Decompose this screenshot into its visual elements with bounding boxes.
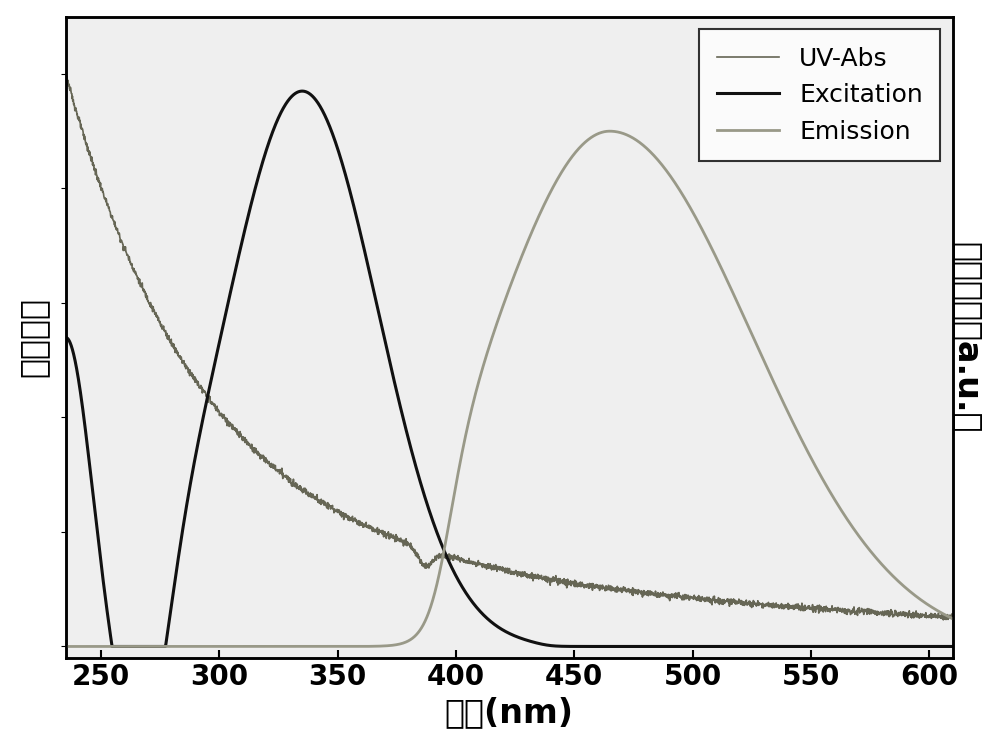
Y-axis label: 荧光强度（a.u.）: 荧光强度（a.u.）	[950, 242, 983, 433]
UV-Abs	[930, 612, 942, 621]
Line: Emission: Emission	[66, 131, 953, 647]
Emission	[400, 638, 412, 647]
Excitation	[947, 642, 959, 651]
Excitation	[834, 642, 846, 651]
Excitation	[60, 333, 72, 342]
Line: Excitation: Excitation	[66, 91, 953, 647]
Emission	[834, 504, 846, 513]
UV-Abs	[400, 534, 412, 543]
UV-Abs	[439, 551, 451, 560]
Excitation	[400, 427, 412, 436]
Emission	[60, 642, 72, 651]
Excitation	[214, 336, 226, 345]
UV-Abs	[161, 331, 173, 340]
Emission	[947, 614, 959, 623]
X-axis label: 波长(nm): 波长(nm)	[445, 696, 574, 730]
Excitation	[439, 548, 451, 557]
UV-Abs	[60, 71, 72, 80]
Line: UV-Abs: UV-Abs	[66, 73, 953, 620]
UV-Abs	[947, 615, 959, 624]
Emission	[930, 605, 942, 614]
UV-Abs	[214, 410, 226, 419]
Excitation	[930, 642, 942, 651]
Emission	[604, 127, 616, 136]
Y-axis label: 吸光强度: 吸光强度	[17, 298, 50, 377]
Emission	[438, 545, 450, 554]
Emission	[161, 642, 173, 651]
UV-Abs	[60, 69, 72, 78]
UV-Abs	[937, 615, 949, 624]
Emission	[213, 642, 225, 651]
Legend: UV-Abs, Excitation, Emission: UV-Abs, Excitation, Emission	[699, 29, 940, 161]
Excitation	[161, 631, 173, 640]
UV-Abs	[834, 604, 846, 612]
Excitation	[296, 87, 308, 95]
Excitation	[106, 642, 118, 651]
